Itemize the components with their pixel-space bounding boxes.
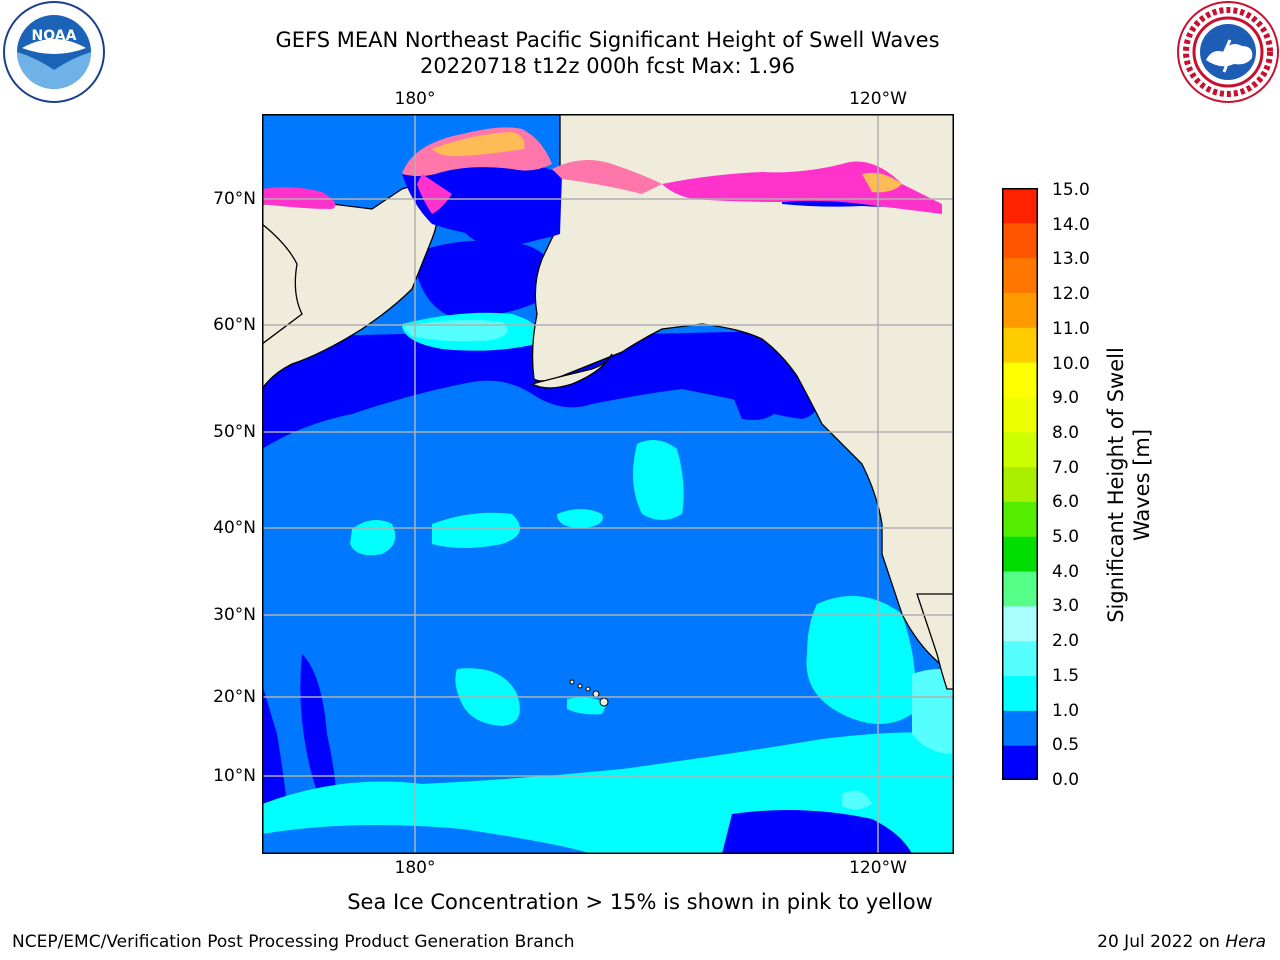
- lon-label-top-120w: 120°W: [849, 89, 907, 109]
- colorbar-band: [1002, 605, 1038, 642]
- noaa-logo-text: NOAA: [32, 28, 77, 44]
- colorbar-tick-label: 14.0: [1052, 214, 1090, 235]
- colorbar-tick-label: 1.0: [1052, 700, 1080, 721]
- lat-label-10n: 10°N: [213, 766, 256, 786]
- colorbar-tick-label: 13.0: [1052, 249, 1090, 270]
- colorbar-band: [1002, 188, 1038, 224]
- colorbar-band: [1002, 222, 1038, 259]
- colorbar-tick-label: 7.0: [1052, 457, 1080, 478]
- sea-ice-regions: [262, 127, 942, 214]
- colorbar-tick-label: 5.0: [1052, 527, 1080, 548]
- colorbar-band: [1002, 675, 1038, 711]
- colorbar-band: [1002, 501, 1038, 537]
- colorbar-band: [1002, 396, 1038, 433]
- graticule: [262, 114, 954, 854]
- chart-subtitle: 20220718 t12z 000h fcst Max: 1.96: [420, 54, 795, 78]
- colorbar-tick-label: 11.0: [1052, 318, 1090, 339]
- colorbar-band: [1002, 466, 1038, 502]
- colorbar-title-line1: Significant Height of Swell: [1104, 347, 1128, 623]
- lat-label-70n: 70°N: [213, 189, 256, 209]
- colorbar-band: [1002, 536, 1038, 572]
- colorbar-title: Significant Height of Swell Waves [m]: [1103, 347, 1155, 623]
- lat-label-20n: 20°N: [213, 687, 256, 707]
- footer-host: Hera: [1225, 932, 1266, 952]
- colorbar-tick-label: 1.5: [1052, 665, 1080, 686]
- lat-label-60n: 60°N: [213, 315, 256, 335]
- map-frame: [262, 114, 954, 854]
- lon-label-bottom-180: 180°: [394, 858, 436, 878]
- nws-logo: [1177, 1, 1279, 103]
- colorbar-band: [1002, 640, 1038, 677]
- hawaii-islands: [569, 679, 609, 707]
- colorbar-tick-label: 12.0: [1052, 284, 1090, 305]
- footer-credit: NCEP/EMC/Verification Post Processing Pr…: [12, 932, 575, 952]
- colorbar-tick-label: 3.0: [1052, 596, 1080, 617]
- lon-label-top-180: 180°: [394, 89, 436, 109]
- colorbar-band: [1002, 710, 1038, 746]
- colorbar-band: [1002, 327, 1038, 363]
- colorbar-tick-label: 9.0: [1052, 388, 1080, 409]
- colorbar-tick-label: 2.0: [1052, 631, 1080, 652]
- colorbar-tick-label: 8.0: [1052, 422, 1080, 443]
- colorbar-band: [1002, 571, 1038, 607]
- colorbar-tick-label: 0.5: [1052, 735, 1080, 756]
- lat-label-40n: 40°N: [213, 518, 256, 538]
- colorbar-title-line2: Waves [m]: [1130, 428, 1154, 542]
- noaa-logo: NOAA: [3, 1, 105, 103]
- colorbar-band: [1002, 292, 1038, 328]
- footer-date-text: 20 Jul 2022 on: [1097, 932, 1226, 952]
- colorbar-tick-label: 4.0: [1052, 561, 1080, 582]
- lat-label-50n: 50°N: [213, 422, 256, 442]
- swell-height-map: [262, 114, 954, 854]
- land-areas: [262, 114, 954, 690]
- colorbar: [1002, 188, 1038, 780]
- lat-label-30n: 30°N: [213, 605, 256, 625]
- colorbar-tick-label: 6.0: [1052, 492, 1080, 513]
- chart-title: GEFS MEAN Northeast Pacific Significant …: [275, 28, 940, 52]
- colorbar-tick-label: 0.0: [1052, 770, 1080, 790]
- colorbar-band: [1002, 362, 1038, 398]
- colorbar-band: [1002, 431, 1038, 468]
- sea-ice-note: Sea Ice Concentration > 15% is shown in …: [347, 890, 933, 914]
- colorbar-tick-label: 10.0: [1052, 353, 1090, 374]
- colorbar-band: [1002, 745, 1038, 780]
- lon-label-bottom-120w: 120°W: [849, 858, 907, 878]
- colorbar-tick-label: 15.0: [1052, 180, 1090, 200]
- colorbar-band: [1002, 257, 1038, 293]
- footer-date: 20 Jul 2022 on Hera: [1097, 932, 1266, 952]
